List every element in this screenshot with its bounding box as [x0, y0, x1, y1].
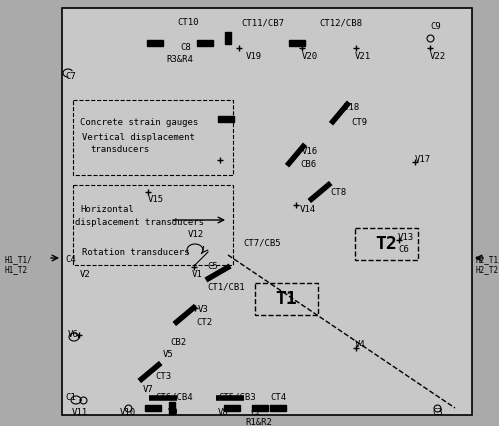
Text: CT12/CB8: CT12/CB8 — [319, 18, 362, 27]
Text: V7: V7 — [143, 385, 154, 394]
Text: transducers: transducers — [90, 145, 149, 154]
Text: Concrete strain gauges: Concrete strain gauges — [80, 118, 198, 127]
Text: V16: V16 — [302, 147, 318, 156]
Text: C2: C2 — [250, 408, 261, 417]
Text: V4: V4 — [355, 340, 366, 349]
Text: H1_T2: H1_T2 — [5, 265, 28, 274]
Bar — [224, 405, 240, 411]
Bar — [197, 40, 213, 46]
Text: V2: V2 — [80, 270, 91, 279]
Text: V17: V17 — [415, 155, 431, 164]
Text: displacement transducers: displacement transducers — [75, 218, 204, 227]
Text: V10: V10 — [120, 408, 136, 417]
Text: R1&R2: R1&R2 — [245, 418, 272, 426]
Bar — [62, 8, 472, 415]
Bar — [73, 100, 233, 175]
Text: CT4: CT4 — [270, 393, 286, 402]
Text: V1: V1 — [192, 270, 203, 279]
Text: V15: V15 — [148, 195, 164, 204]
Bar — [225, 32, 231, 44]
Text: C5: C5 — [207, 262, 218, 271]
Bar — [255, 283, 318, 315]
Text: V21: V21 — [355, 52, 371, 61]
Text: R3&R4: R3&R4 — [166, 55, 193, 64]
Bar — [289, 40, 305, 46]
Text: CT8: CT8 — [330, 188, 346, 197]
Text: CB6: CB6 — [300, 160, 316, 169]
Text: V13: V13 — [398, 233, 414, 242]
Text: CT10: CT10 — [177, 18, 199, 27]
Text: V18: V18 — [344, 103, 360, 112]
Text: CT5/CB3: CT5/CB3 — [218, 393, 255, 402]
Text: T2: T2 — [376, 235, 397, 253]
Bar — [355, 228, 418, 260]
Text: C6: C6 — [398, 245, 409, 254]
Bar — [270, 405, 286, 411]
Text: C4: C4 — [65, 255, 76, 264]
Text: V8: V8 — [218, 408, 229, 417]
Text: V12: V12 — [188, 230, 204, 239]
Text: CT3: CT3 — [155, 372, 171, 381]
Bar — [73, 185, 233, 265]
Text: V11: V11 — [72, 408, 88, 417]
Text: V6: V6 — [68, 330, 79, 339]
Text: H2_T1/: H2_T1/ — [476, 255, 499, 264]
Text: T1: T1 — [275, 290, 297, 308]
Text: V5: V5 — [163, 350, 174, 359]
Text: CT1/CB1: CT1/CB1 — [207, 282, 245, 291]
Bar — [218, 116, 234, 122]
Text: H1_T1/: H1_T1/ — [5, 255, 33, 264]
Text: CT7/CB5: CT7/CB5 — [243, 238, 280, 247]
Text: C7: C7 — [65, 72, 76, 81]
Text: Rotation transducers: Rotation transducers — [82, 248, 190, 257]
Text: Vertical displacement: Vertical displacement — [82, 133, 195, 142]
Bar — [147, 40, 163, 46]
Text: V14: V14 — [300, 205, 316, 214]
Text: V22: V22 — [430, 52, 446, 61]
Text: V19: V19 — [246, 52, 262, 61]
Bar — [252, 405, 268, 411]
Text: V3: V3 — [198, 305, 209, 314]
Text: CT9: CT9 — [351, 118, 367, 127]
Text: C1: C1 — [65, 393, 76, 402]
Text: CT2: CT2 — [196, 318, 212, 327]
Text: H2_T2: H2_T2 — [476, 265, 499, 274]
Text: CT6/CB4: CT6/CB4 — [155, 393, 193, 402]
Bar — [145, 405, 161, 411]
Text: CB2: CB2 — [170, 338, 186, 347]
Text: CT11/CB7: CT11/CB7 — [242, 18, 284, 27]
Text: C9: C9 — [430, 22, 441, 31]
Text: Horizontal: Horizontal — [80, 205, 134, 214]
Text: C3: C3 — [432, 408, 443, 417]
Bar — [169, 402, 175, 414]
Text: V20: V20 — [302, 52, 318, 61]
Text: V9: V9 — [168, 408, 179, 417]
Text: C8: C8 — [180, 43, 191, 52]
